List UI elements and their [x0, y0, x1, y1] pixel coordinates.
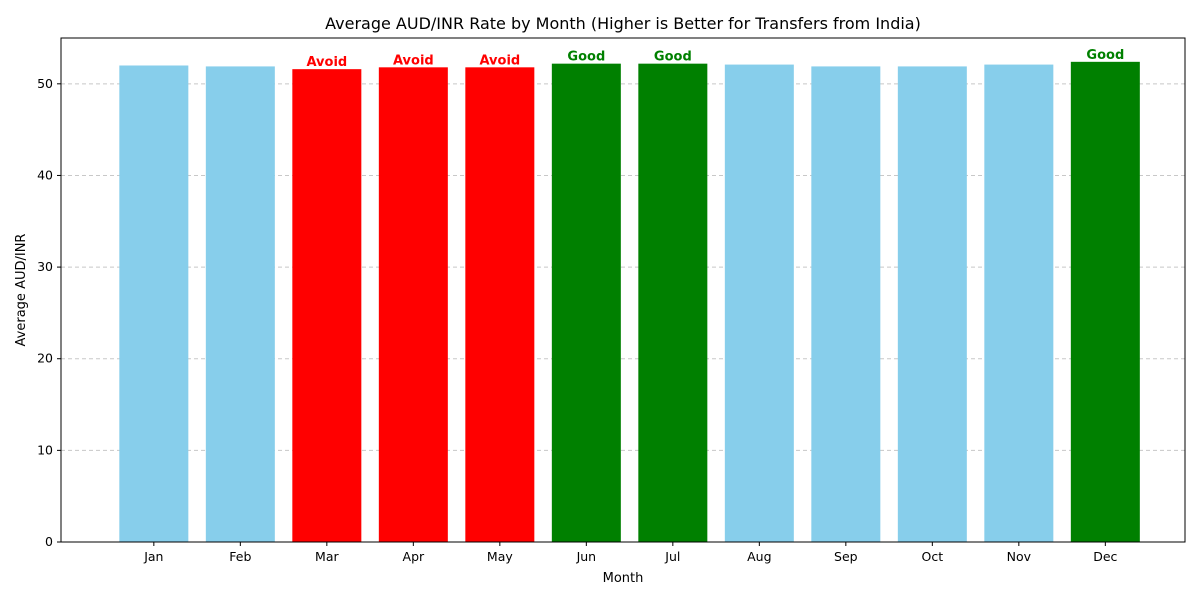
x-tick-label-jan: Jan [143, 549, 163, 564]
x-tick-label-nov: Nov [1007, 549, 1032, 564]
bar-sep [811, 66, 881, 542]
bar-layer [119, 61, 1140, 543]
bar-dec [1070, 61, 1140, 543]
bar-oct [897, 66, 967, 542]
x-tick-label-oct: Oct [922, 549, 944, 564]
bar-mar [292, 69, 362, 542]
x-tick-label-may: May [487, 549, 513, 564]
x-tick-label-apr: Apr [403, 549, 425, 564]
annotation-apr: Avoid [393, 53, 434, 68]
bar-jul [638, 63, 708, 543]
annotation-dec: Good [1086, 48, 1124, 63]
bar-nov [984, 64, 1054, 542]
y-tick-label-40: 40 [37, 167, 53, 182]
bar-apr [378, 67, 448, 542]
x-tick-label-jun: Jun [576, 549, 597, 564]
y-tick-label-20: 20 [37, 351, 53, 366]
bar-aug [724, 64, 794, 542]
grid-layer [61, 83, 1185, 451]
bar-feb [205, 66, 275, 542]
bar-jun [551, 63, 621, 543]
annotation-jun: Good [567, 50, 605, 65]
annotation-may: Avoid [479, 53, 520, 68]
annotation-mar: Avoid [306, 55, 347, 70]
x-tick-label-feb: Feb [229, 549, 251, 564]
annotation-layer: Avoid Avoid Avoid Good Good Good [306, 48, 1124, 70]
bar-may [465, 67, 535, 542]
annotation-jul: Good [654, 50, 692, 65]
x-tick-label-dec: Dec [1093, 549, 1117, 564]
x-tick-label-aug: Aug [747, 549, 771, 564]
x-tick-label-jul: Jul [664, 549, 680, 564]
y-tick-label-0: 0 [45, 534, 53, 549]
x-axis: Jan Feb Mar Apr May Jun Jul Aug Sep Oct Nov Dec [143, 542, 1118, 564]
y-tick-label-10: 10 [37, 442, 53, 457]
chart-title: Average AUD/INR Rate by Month (Higher is… [325, 14, 921, 33]
y-tick-label-50: 50 [37, 76, 53, 91]
x-axis-label: Month [603, 571, 644, 586]
y-axis: 0 10 20 30 40 50 [37, 76, 61, 549]
x-tick-label-mar: Mar [315, 549, 339, 564]
plot-frame [60, 37, 1186, 543]
bar-jan [119, 65, 189, 542]
x-tick-label-sep: Sep [834, 549, 858, 564]
y-axis-label: Average AUD/INR [14, 234, 29, 347]
y-tick-label-30: 30 [37, 259, 53, 274]
